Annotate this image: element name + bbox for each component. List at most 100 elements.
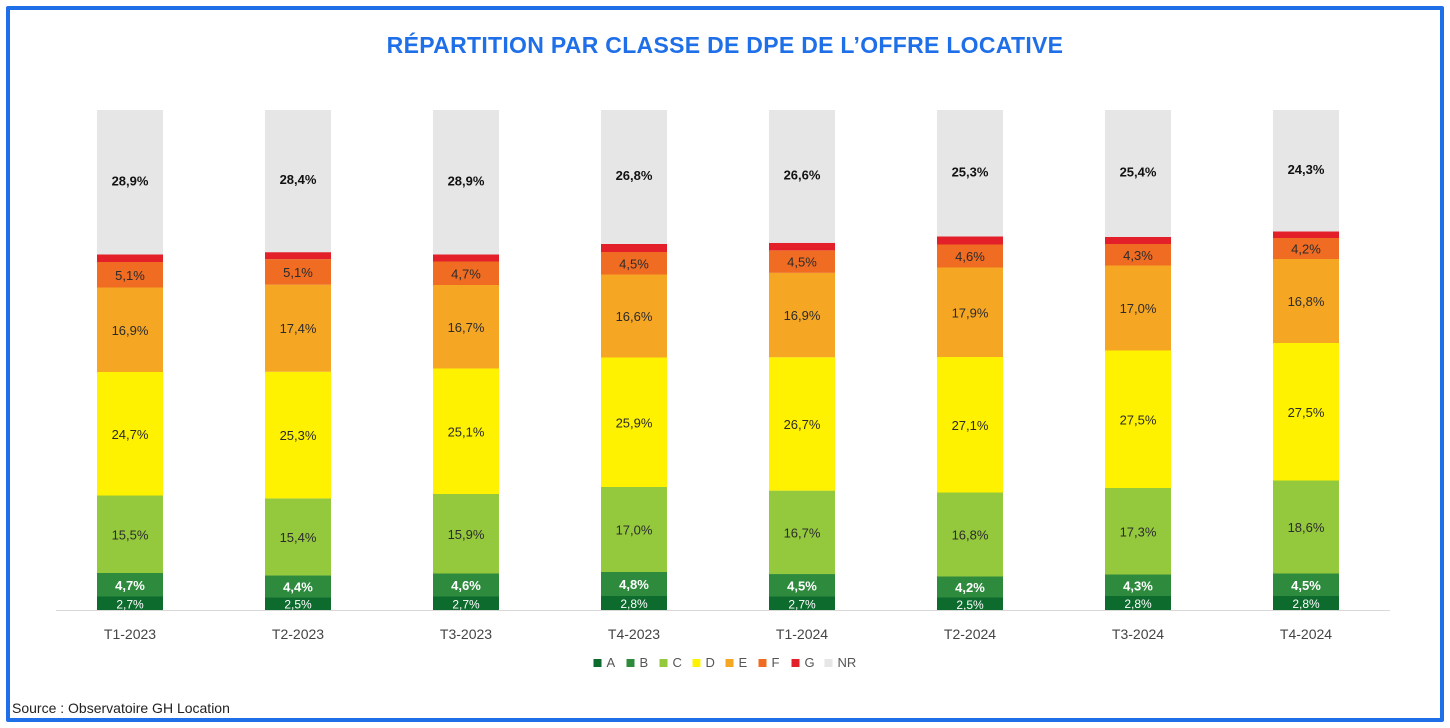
bar-segment-e [265,284,331,372]
bar-segment-f [1105,244,1171,266]
data-label-f: 4,7% [451,266,481,281]
data-label-a: 2,8% [620,597,648,611]
bar-segment-d [937,357,1003,493]
chart-frame [6,6,1444,722]
x-tick-label: T1-2024 [776,626,828,642]
data-label-b: 4,5% [1291,578,1321,593]
data-label-nr: 28,9% [448,173,485,188]
data-label-d: 25,1% [448,424,485,439]
data-label-e: 16,8% [1288,294,1325,309]
source-note: Source : Observatoire GH Location [12,700,230,716]
bar-segment-nr [937,110,1003,237]
bar-segment-g [769,242,835,251]
legend-swatch [824,659,833,667]
data-label-nr: 28,9% [112,173,149,188]
legend-swatch [758,659,767,667]
data-label-nr: 28,4% [280,172,317,187]
data-label-b: 4,3% [1123,578,1153,593]
bar-segment-a [265,597,331,610]
data-label-c: 15,5% [112,527,149,542]
legend-label: B [640,655,649,670]
bar-segment-a [937,597,1003,610]
data-label-a: 2,8% [1292,597,1320,611]
data-label-a: 2,7% [452,597,480,611]
data-label-c: 18,6% [1288,520,1325,535]
bar-segment-e [97,287,163,372]
x-tick-label: T1-2023 [104,626,156,642]
bar-segment-f [937,244,1003,268]
bar-segment-e [1273,259,1339,343]
bar-segment-d [1273,343,1339,481]
legend-label: D [706,655,715,670]
x-tick-label: T4-2023 [608,626,660,642]
legend-swatch [791,659,800,667]
legend-label: NR [838,655,857,670]
legend-label: F [772,655,780,670]
data-label-d: 26,7% [784,417,821,432]
bar-segment-f [97,262,163,288]
bar-segment-b [601,572,667,596]
legend-label: G [805,655,815,670]
bar-segment-g [433,254,499,262]
legend-item-f: F [758,655,780,670]
data-label-e: 16,9% [112,323,149,338]
bar-segment-g [937,236,1003,245]
bar-segment-g [601,244,667,252]
legend-label: C [673,655,682,670]
data-label-e: 17,4% [280,321,317,336]
data-label-f: 5,1% [283,265,313,280]
x-tick-label: T2-2023 [272,626,324,642]
data-label-a: 2,7% [116,597,144,611]
bar-segment-f [769,250,835,273]
legend-swatch [659,659,668,667]
bar-segment-nr [769,110,835,243]
data-label-e: 16,6% [616,309,653,324]
data-label-b: 4,5% [787,578,817,593]
bar-segment-c [1105,488,1171,575]
bar-segment-nr [265,110,331,253]
bar-segment-b [769,574,835,597]
bar-segment-f [1273,238,1339,259]
legend-item-b: B [626,655,649,670]
bar-segment-nr [433,110,499,255]
data-label-d: 24,7% [112,427,149,442]
bar-segment-d [265,371,331,499]
bar-segment-nr [97,110,163,255]
data-label-c: 15,4% [280,530,317,545]
x-tick-label: T2-2024 [944,626,996,642]
legend-item-a: A [593,655,616,670]
data-label-e: 16,9% [784,308,821,323]
x-tick-label: T3-2024 [1112,626,1164,642]
data-label-c: 17,0% [616,523,653,538]
bar-segment-a [1273,596,1339,610]
bar-segment-b [265,575,331,598]
data-label-f: 4,6% [955,249,985,264]
bar-segment-d [601,357,667,487]
data-label-f: 4,5% [619,256,649,271]
bar-segment-d [97,372,163,496]
bar-segment-e [937,267,1003,357]
bar-segment-nr [601,110,667,244]
data-label-e: 16,7% [448,320,485,335]
bar-segment-nr [1273,110,1339,232]
bar-segment-g [97,254,163,262]
data-label-a: 2,8% [1124,597,1152,611]
data-label-c: 16,7% [784,525,821,540]
bar-segment-c [1273,480,1339,574]
bar-segment-c [265,498,331,576]
bar-segment-c [601,487,667,572]
legend-swatch [626,659,635,667]
data-label-d: 27,5% [1120,412,1157,427]
bar-segment-d [1105,350,1171,488]
data-label-b: 4,8% [619,577,649,592]
bar-segment-b [433,573,499,597]
data-label-e: 17,0% [1120,301,1157,316]
legend-item-g: G [791,655,815,670]
bar-segment-e [433,285,499,369]
bar-segment-c [433,494,499,574]
data-label-a: 2,5% [284,598,312,612]
data-label-f: 4,2% [1291,242,1321,257]
bar-segment-g [265,252,331,260]
legend-label: E [739,655,748,670]
